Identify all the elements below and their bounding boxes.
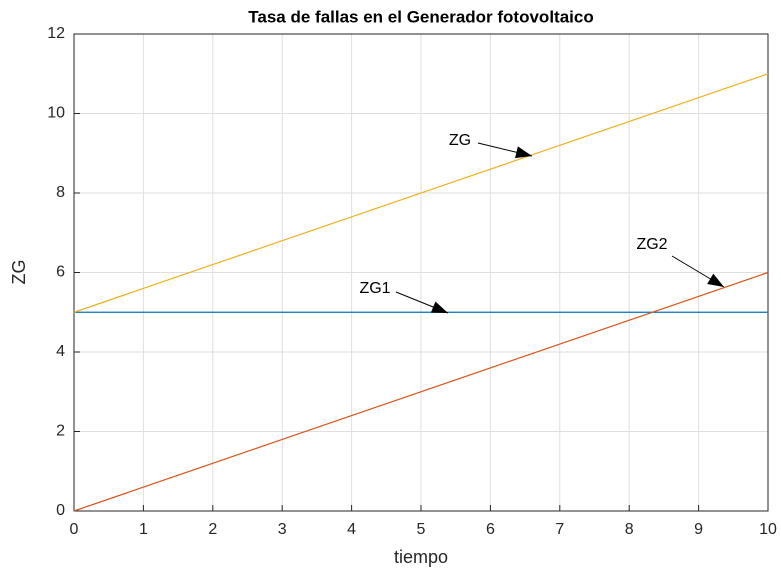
y-tick-label: 2 bbox=[56, 423, 65, 440]
x-tick-label: 8 bbox=[625, 521, 634, 538]
y-tick-label: 6 bbox=[56, 264, 65, 281]
x-tick-label: 6 bbox=[486, 521, 495, 538]
x-tick-label: 0 bbox=[70, 521, 79, 538]
y-tick-label: 8 bbox=[56, 184, 65, 201]
y-tick-label: 4 bbox=[56, 343, 65, 360]
x-tick-label: 3 bbox=[278, 521, 287, 538]
annotation: ZG1 bbox=[359, 280, 390, 297]
line bbox=[73, 271, 769, 512]
x-tick-label: 7 bbox=[555, 521, 564, 538]
x-axis-label: tiempo bbox=[394, 547, 448, 567]
x-tick-label: 5 bbox=[417, 521, 426, 538]
y-tick-label: 12 bbox=[47, 25, 65, 42]
arrow-head bbox=[430, 301, 448, 313]
y-tick-label: 0 bbox=[56, 502, 65, 519]
annotation: ZG bbox=[449, 132, 471, 149]
chart-title: Tasa de fallas en el Generador fotovolta… bbox=[248, 7, 593, 26]
annotation: ZG2 bbox=[636, 236, 667, 253]
arrow-head bbox=[707, 273, 724, 287]
x-tick-label: 10 bbox=[759, 521, 777, 538]
x-tick-label: 4 bbox=[347, 521, 356, 538]
line bbox=[73, 73, 769, 313]
x-tick-label: 1 bbox=[139, 521, 148, 538]
x-tick-label: 2 bbox=[208, 521, 217, 538]
y-axis-label: ZG bbox=[9, 260, 29, 285]
arrow-head bbox=[515, 146, 532, 159]
y-tick-label: 10 bbox=[47, 105, 65, 122]
x-tick-label: 9 bbox=[694, 521, 703, 538]
